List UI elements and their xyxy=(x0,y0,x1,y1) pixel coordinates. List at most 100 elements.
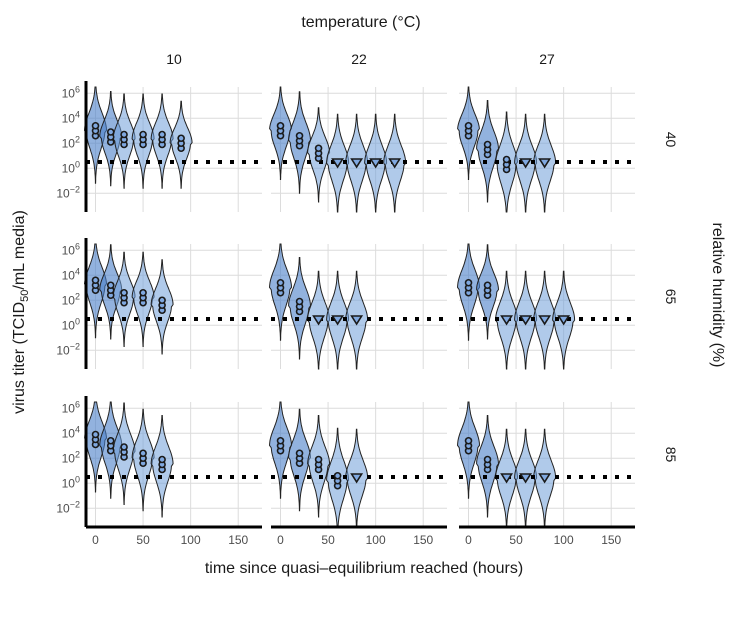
y-tick-label: 102 xyxy=(62,291,80,307)
titer-point-t0 xyxy=(276,436,285,445)
below-detection-marker-t40 xyxy=(312,315,326,326)
x-tick-label: 100 xyxy=(554,533,574,547)
titer-point-t20 xyxy=(295,297,304,306)
x-tick-label: 50 xyxy=(321,533,335,547)
titer-point-t70 xyxy=(158,455,166,464)
below-detection-marker-t60 xyxy=(331,158,345,169)
row-label-40: 40 xyxy=(663,132,679,148)
y-tick-label: 10−2 xyxy=(56,341,80,357)
panel-65-10: 106 104 102 100 10−2 xyxy=(56,238,266,369)
titer-point-t30 xyxy=(120,288,128,297)
panel-65-27 xyxy=(456,243,639,370)
column-label-10: 10 xyxy=(166,51,182,67)
titer-point-t0 xyxy=(276,121,285,130)
below-detection-marker-t60 xyxy=(331,315,345,326)
titer-point-t70 xyxy=(158,130,166,139)
y-axis-title-main: virus titer (TCID xyxy=(11,302,28,414)
titer-point-t0 xyxy=(91,430,100,439)
titer-point-t40 xyxy=(314,144,323,153)
titer-point-t40 xyxy=(502,155,511,164)
below-detection-marker-t80 xyxy=(350,315,364,326)
facet-panels: 10610410210010−210610410210010−210610410… xyxy=(56,81,639,547)
x-tick-label: 150 xyxy=(228,533,248,547)
titer-point-t90 xyxy=(177,134,185,143)
column-facet-title: temperature (°C) xyxy=(301,14,420,31)
y-tick-label: 100 xyxy=(62,159,80,175)
row-facet-title: relative humidity (%) xyxy=(709,223,726,368)
titer-point-t20 xyxy=(295,449,304,458)
panel-85-22: 0 50 100 150 xyxy=(268,401,451,547)
y-tick-label: 102 xyxy=(62,449,80,465)
below-detection-marker-t40 xyxy=(500,473,514,484)
titer-point-t20 xyxy=(483,455,492,464)
titer-point-t60 xyxy=(333,471,342,480)
x-axis-title: time since quasi–equilibrium reached (ho… xyxy=(205,560,523,577)
y-tick-label: 104 xyxy=(62,424,80,440)
panel-40-27 xyxy=(457,86,639,213)
x-tick-label: 0 xyxy=(465,533,472,547)
titer-point-t0 xyxy=(464,436,473,445)
below-detection-marker-t100 xyxy=(557,315,571,326)
y-tick-label: 10−2 xyxy=(56,499,80,515)
row-label-65: 65 xyxy=(663,289,679,305)
panel-85-10: 106 104 102 100 10−2 0 50 100 150 xyxy=(56,396,266,547)
titer-point-t16 xyxy=(106,128,115,136)
y-tick-label: 106 xyxy=(62,241,80,257)
y-tick-label: 104 xyxy=(62,109,80,125)
below-detection-marker-t60 xyxy=(519,158,533,169)
below-detection-marker-t100 xyxy=(369,158,383,169)
x-tick-label: 100 xyxy=(366,533,386,547)
titer-point-t0 xyxy=(91,276,100,285)
titer-point-t20 xyxy=(483,140,492,149)
y-axis-title: virus titer (TCID50/mL media) xyxy=(11,210,31,414)
below-detection-marker-t40 xyxy=(500,315,514,326)
below-detection-marker-t80 xyxy=(538,473,552,484)
below-detection-marker-t80 xyxy=(350,158,364,169)
x-tick-label: 150 xyxy=(413,533,433,547)
x-tick-label: 50 xyxy=(509,533,523,547)
titer-point-t50 xyxy=(139,449,147,458)
y-tick-label: 106 xyxy=(62,399,80,415)
titer-point-t50 xyxy=(139,130,147,139)
panel-40-10: 106 104 102 100 10−2 xyxy=(56,81,266,212)
titer-point-t30 xyxy=(120,130,128,139)
y-axis-title-subscript: 50 xyxy=(19,290,31,302)
titer-point-t70 xyxy=(158,296,166,305)
titer-point-t20 xyxy=(295,131,304,140)
below-detection-marker-t60 xyxy=(519,473,533,484)
y-tick-label: 102 xyxy=(62,134,80,150)
x-tick-label: 100 xyxy=(181,533,201,547)
below-detection-marker-t60 xyxy=(519,315,533,326)
titer-point-t0 xyxy=(91,121,100,130)
panel-40-22 xyxy=(269,86,451,213)
y-tick-label: 104 xyxy=(62,266,80,282)
y-tick-label: 10−2 xyxy=(56,184,80,200)
titer-point-t40 xyxy=(314,455,323,464)
panel-85-27: 0 50 100 150 xyxy=(456,401,639,547)
y-tick-label: 100 xyxy=(62,474,80,490)
titer-point-t0 xyxy=(464,278,473,287)
column-label-22: 22 xyxy=(351,51,367,67)
below-detection-marker-t120 xyxy=(388,158,402,169)
y-axis-title-tail: /mL media) xyxy=(11,210,28,289)
titer-point-t20 xyxy=(483,281,492,290)
titer-point-t16 xyxy=(106,436,115,445)
x-tick-label: 150 xyxy=(601,533,621,547)
below-detection-marker-t80 xyxy=(538,158,552,169)
panel-65-22 xyxy=(268,243,451,370)
x-tick-label: 0 xyxy=(92,533,99,547)
below-detection-marker-t80 xyxy=(538,315,552,326)
column-label-27: 27 xyxy=(539,51,555,67)
below-detection-marker-t80 xyxy=(350,473,364,484)
x-tick-label: 0 xyxy=(277,533,284,547)
titer-point-t16 xyxy=(106,281,115,290)
x-tick-label: 50 xyxy=(136,533,150,547)
titer-point-t30 xyxy=(120,443,128,451)
titer-point-t50 xyxy=(139,288,147,297)
titer-point-t0 xyxy=(276,278,285,287)
titer-point-t0 xyxy=(464,121,473,130)
y-tick-label: 106 xyxy=(62,84,80,100)
row-label-85: 85 xyxy=(663,447,679,463)
y-tick-label: 100 xyxy=(62,316,80,332)
